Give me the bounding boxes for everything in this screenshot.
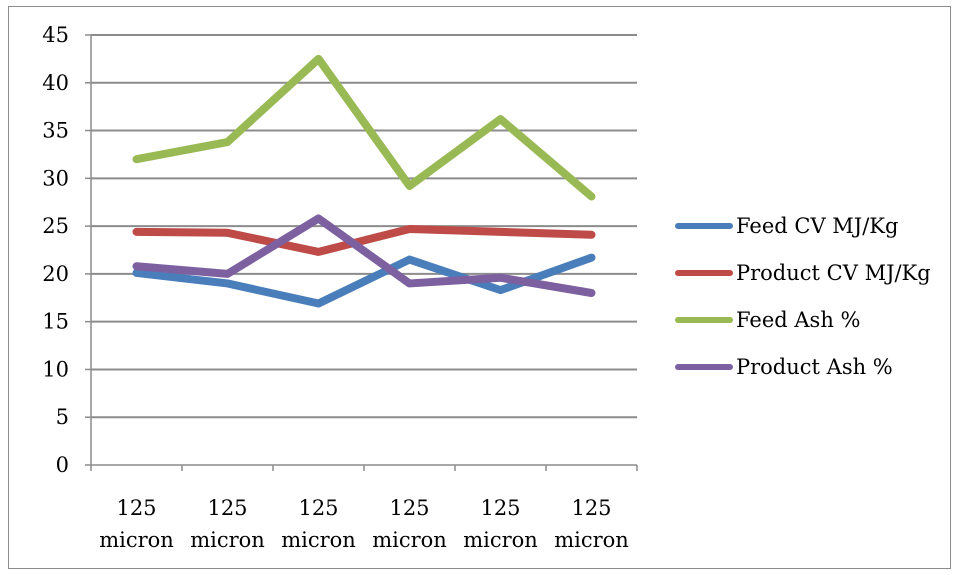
x-tick-label: 125 micron (554, 496, 629, 552)
legend-label: Feed CV MJ/Kg (736, 214, 898, 238)
y-tick-label: 35 (42, 119, 69, 143)
y-tick-label: 40 (42, 71, 69, 95)
legend-label: Product Ash % (736, 355, 893, 379)
y-tick-label: 0 (56, 453, 69, 477)
y-tick-label: 25 (42, 214, 69, 238)
series-line-product-cv-mj-kg (132, 224, 596, 256)
y-tick-label: 45 (42, 23, 69, 47)
series-line-feed-cv-mj-kg (132, 253, 596, 308)
legend-label: Feed Ash % (736, 308, 861, 332)
x-tick-label: 125 micron (372, 496, 447, 552)
series-line-feed-ash (132, 54, 596, 201)
x-tick-label: 125 micron (99, 496, 174, 552)
y-tick-label: 5 (56, 405, 69, 429)
legend-label: Product CV MJ/Kg (736, 261, 931, 285)
chart-frame (8, 6, 951, 569)
series-line-product-ash (132, 214, 596, 297)
x-tick-label: 125 micron (281, 496, 356, 552)
y-tick-label: 15 (42, 310, 69, 334)
x-tick-label: 125 micron (190, 496, 265, 552)
y-tick-label: 10 (42, 357, 69, 381)
x-tick-label: 125 micron (463, 496, 538, 552)
y-tick-label: 30 (42, 166, 69, 190)
y-tick-label: 20 (42, 262, 69, 286)
